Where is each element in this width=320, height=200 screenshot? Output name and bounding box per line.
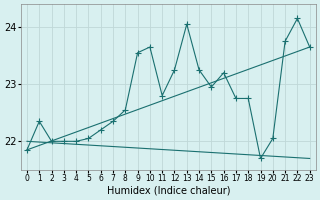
X-axis label: Humidex (Indice chaleur): Humidex (Indice chaleur) bbox=[107, 186, 230, 196]
